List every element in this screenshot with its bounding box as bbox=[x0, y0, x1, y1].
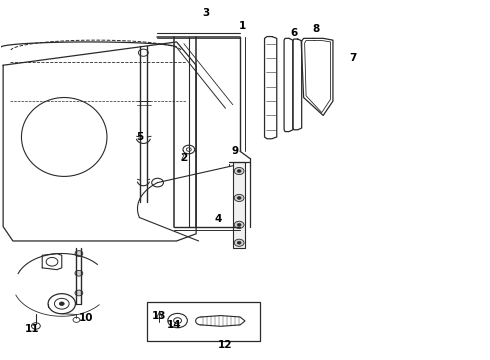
FancyBboxPatch shape bbox=[147, 302, 260, 341]
Text: 14: 14 bbox=[167, 320, 181, 330]
Circle shape bbox=[234, 194, 244, 202]
FancyBboxPatch shape bbox=[233, 162, 245, 248]
Circle shape bbox=[234, 239, 244, 246]
Circle shape bbox=[59, 302, 64, 306]
Circle shape bbox=[237, 170, 241, 172]
Text: 2: 2 bbox=[180, 153, 188, 163]
Text: 8: 8 bbox=[312, 24, 319, 35]
Circle shape bbox=[75, 270, 83, 276]
Text: 3: 3 bbox=[202, 8, 210, 18]
Circle shape bbox=[234, 221, 244, 228]
Text: 5: 5 bbox=[136, 132, 144, 142]
Circle shape bbox=[75, 251, 83, 256]
Text: 13: 13 bbox=[152, 311, 167, 321]
Text: 4: 4 bbox=[215, 215, 222, 224]
Text: 12: 12 bbox=[218, 340, 233, 350]
Text: 7: 7 bbox=[349, 53, 356, 63]
Circle shape bbox=[237, 197, 241, 199]
Circle shape bbox=[237, 224, 241, 226]
Text: 9: 9 bbox=[232, 146, 239, 156]
Circle shape bbox=[75, 290, 83, 296]
Text: 10: 10 bbox=[79, 313, 94, 323]
Circle shape bbox=[234, 167, 244, 175]
Circle shape bbox=[237, 241, 241, 244]
Text: 6: 6 bbox=[290, 28, 297, 38]
Text: 1: 1 bbox=[239, 21, 246, 31]
Text: 11: 11 bbox=[25, 324, 40, 334]
